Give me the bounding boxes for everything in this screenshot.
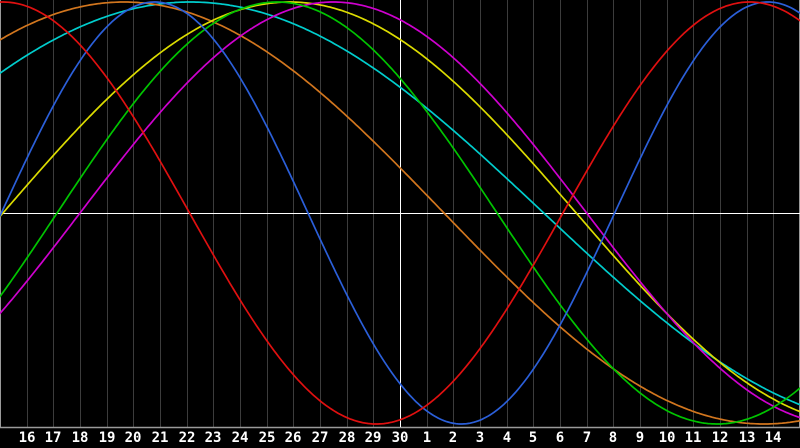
curve-cyan-cycle bbox=[0, 1, 800, 406]
x-tick-label-28: 28 bbox=[338, 430, 356, 446]
curve-blue-cycle bbox=[0, 1, 800, 425]
x-tick-label-16: 16 bbox=[18, 430, 36, 446]
x-tick-label-27: 27 bbox=[311, 430, 329, 446]
curve-red-cycle bbox=[0, 1, 800, 425]
x-tick-label-5: 5 bbox=[528, 430, 538, 446]
x-tick-label-7: 7 bbox=[582, 430, 592, 446]
x-tick-label-17: 17 bbox=[44, 430, 62, 446]
x-tick-label-22: 22 bbox=[178, 430, 196, 446]
x-tick-label-3: 3 bbox=[475, 430, 485, 446]
x-tick-label-26: 26 bbox=[284, 430, 302, 446]
curve-green-cycle bbox=[0, 1, 800, 425]
x-tick-label-18: 18 bbox=[71, 430, 89, 446]
x-tick-label-13: 13 bbox=[738, 430, 756, 446]
x-tick-label-23: 23 bbox=[204, 430, 222, 446]
x-tick-label-25: 25 bbox=[258, 430, 276, 446]
x-tick-label-9: 9 bbox=[635, 430, 645, 446]
x-tick-label-1: 1 bbox=[422, 430, 432, 446]
x-tick-label-29: 29 bbox=[364, 430, 382, 446]
curve-orange-cycle bbox=[0, 1, 800, 425]
x-tick-label-24: 24 bbox=[231, 430, 249, 446]
x-tick-label-2: 2 bbox=[448, 430, 458, 446]
x-tick-label-20: 20 bbox=[124, 430, 142, 446]
x-tick-label-12: 12 bbox=[711, 430, 729, 446]
curve-magenta-cycle bbox=[0, 1, 800, 419]
x-axis-labels: 16 17 18 19 20 21 22 23 24 25 26 27 28 29 30 1 2 3 4 5 6 7 8 9 1… bbox=[0, 429, 800, 448]
biorhythm-chart bbox=[0, 0, 800, 429]
x-tick-label-19: 19 bbox=[98, 430, 116, 446]
x-tick-label-30: 30 bbox=[391, 430, 409, 446]
x-tick-label-14: 14 bbox=[764, 430, 782, 446]
x-tick-label-21: 21 bbox=[151, 430, 169, 446]
x-tick-label-10: 10 bbox=[658, 430, 676, 446]
x-tick-label-8: 8 bbox=[608, 430, 618, 446]
x-tick-label-6: 6 bbox=[555, 430, 565, 446]
x-tick-label-4: 4 bbox=[502, 430, 512, 446]
x-tick-label-11: 11 bbox=[684, 430, 702, 446]
